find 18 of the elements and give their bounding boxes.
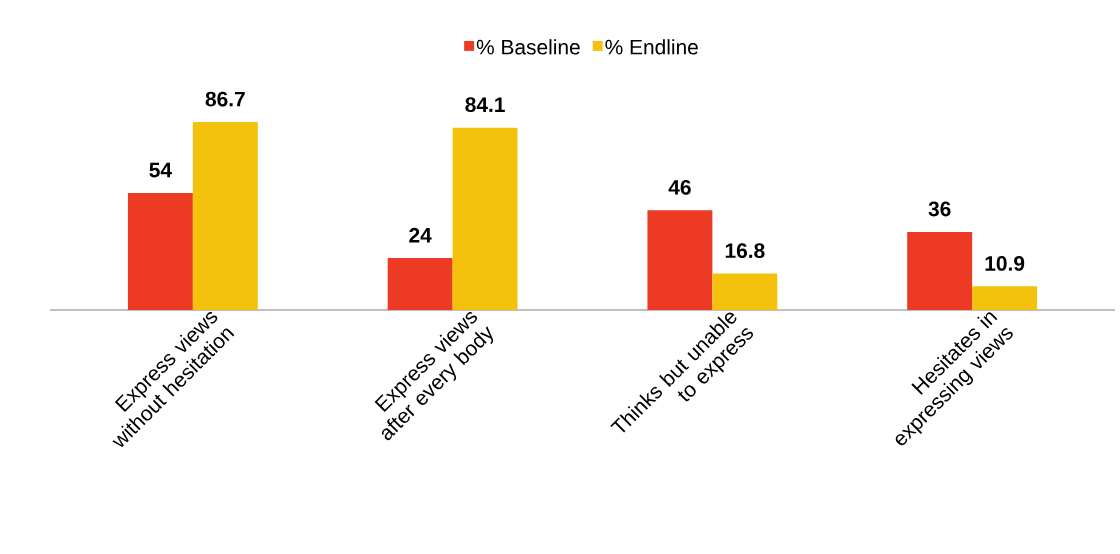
- bar: [907, 231, 973, 310]
- data-label: 84.1: [465, 97, 505, 113]
- data-label: 54: [149, 162, 172, 178]
- bar: [127, 192, 193, 310]
- bar: [452, 127, 518, 310]
- data-label: 16.8: [725, 243, 765, 259]
- data-label: 10.9: [985, 256, 1025, 271]
- data-label: 24: [409, 227, 432, 243]
- bar: [192, 122, 258, 310]
- data-label: 86.7: [205, 91, 245, 107]
- bar: [972, 286, 1038, 310]
- bar: [387, 257, 453, 310]
- legend-label: % Baseline: [476, 39, 580, 55]
- bar: [712, 273, 778, 310]
- data-label: 46: [668, 179, 691, 195]
- legend-label: % Endline: [605, 39, 698, 55]
- bar: [647, 210, 713, 310]
- data-label: 36: [928, 201, 951, 217]
